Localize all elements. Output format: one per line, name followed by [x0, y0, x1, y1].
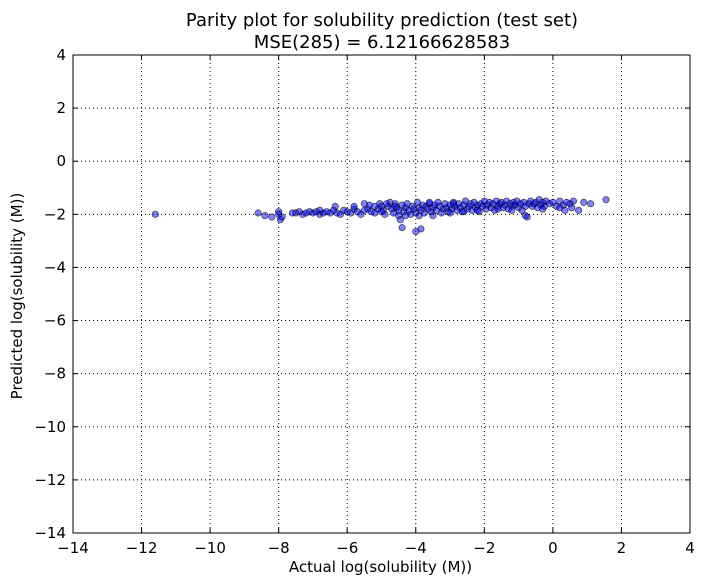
data-point — [574, 206, 583, 214]
data-point — [586, 200, 595, 208]
x-axis-label: Actual log(solubility (M)) — [289, 558, 472, 576]
axis-ticks: −14 −12 −10 −8 −6 −4 −2 0 2 4 −14 −12 −10 −8 −6 −4 −2 0 2 4 — [34, 46, 694, 557]
x-tick-label: 0 — [548, 539, 558, 557]
data-point — [398, 224, 406, 232]
x-tick-label: −4 — [405, 539, 427, 557]
data-point — [449, 200, 458, 208]
data-point — [556, 204, 564, 212]
data-point — [429, 212, 437, 220]
x-tick-label: 2 — [617, 539, 627, 557]
data-point — [401, 212, 410, 220]
x-tick-label: −10 — [194, 539, 226, 557]
data-point — [261, 212, 269, 220]
chart-title: Parity plot for solubility prediction (t… — [186, 10, 578, 31]
data-point — [371, 202, 379, 210]
data-point — [278, 213, 286, 221]
chart-subtitle: MSE(285) = 6.12166628583 — [254, 32, 510, 53]
data-point — [580, 198, 588, 206]
data-point — [602, 196, 610, 204]
data-point — [331, 202, 339, 210]
data-point — [425, 198, 434, 206]
data-point — [415, 212, 423, 220]
data-point — [473, 206, 482, 214]
data-point — [151, 210, 159, 218]
data-point — [494, 205, 502, 213]
x-tick-label: −14 — [57, 539, 89, 557]
data-point — [383, 200, 391, 208]
data-points — [151, 196, 610, 236]
data-point — [523, 213, 531, 221]
x-tick-label: −12 — [126, 539, 158, 557]
data-point — [396, 216, 404, 224]
data-point — [568, 204, 576, 212]
y-tick-label: 2 — [56, 99, 66, 117]
data-point — [460, 208, 468, 216]
y-tick-label: 4 — [56, 46, 66, 64]
x-tick-label: −8 — [268, 539, 290, 557]
y-tick-label: 0 — [56, 152, 66, 170]
data-point — [569, 197, 578, 205]
x-tick-label: −2 — [473, 539, 495, 557]
data-point — [539, 205, 547, 213]
data-point — [268, 213, 276, 221]
data-point — [350, 202, 358, 210]
data-point — [508, 206, 516, 214]
y-tick-label: −10 — [34, 418, 66, 436]
plot-frame — [72, 54, 691, 534]
data-point — [417, 225, 425, 233]
data-point — [316, 206, 324, 214]
y-tick-label: −14 — [34, 524, 66, 542]
y-tick-label: −8 — [44, 365, 66, 383]
data-point — [360, 200, 368, 208]
y-tick-label: −6 — [44, 312, 66, 330]
data-point — [446, 209, 454, 217]
y-axis-label: Predicted log(solubility (M)) — [8, 193, 26, 400]
data-point — [377, 208, 386, 216]
data-point — [288, 209, 296, 217]
y-tick-label: −12 — [34, 471, 66, 489]
x-tick-label: −6 — [336, 539, 358, 557]
x-tick-label: 4 — [685, 539, 695, 557]
data-point — [391, 202, 399, 210]
y-tick-label: −2 — [44, 205, 66, 223]
data-point — [254, 209, 262, 217]
y-tick-label: −4 — [44, 258, 66, 276]
